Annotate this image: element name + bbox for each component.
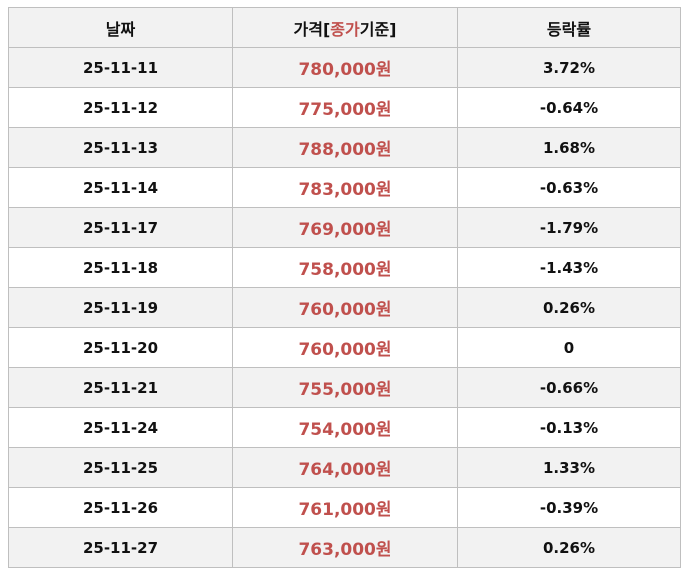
price-cell: 755,000원 [232, 367, 458, 408]
header-row: 날짜 가격[종가기준] 등락률 [8, 7, 681, 48]
date-cell: 25-11-21 [8, 367, 233, 408]
table-row: 25-11-21 755,000원 -0.66% [8, 367, 681, 408]
table-row: 25-11-24 754,000원 -0.13% [8, 407, 681, 448]
date-cell: 25-11-19 [8, 287, 233, 328]
header-cell: 등락률 [457, 7, 681, 48]
change-cell: -0.66% [457, 367, 681, 408]
date-cell: 25-11-12 [8, 87, 233, 128]
table-row: 25-11-25 764,000원 1.33% [8, 447, 681, 488]
change-cell: -1.79% [457, 207, 681, 248]
date-cell: 25-11-24 [8, 407, 233, 448]
table-body: 25-11-11 780,000원 3.72% 25-11-12 775,000원 -0.… [8, 47, 681, 568]
change-cell: -0.64% [457, 87, 681, 128]
header-highlight: 종가 [330, 19, 360, 39]
header-cell: 날짜 [8, 7, 233, 48]
date-cell: 25-11-18 [8, 247, 233, 288]
change-cell: 1.68% [457, 127, 681, 168]
date-cell: 25-11-13 [8, 127, 233, 168]
header-text: 가격[ [293, 19, 331, 39]
table-row: 25-11-12 775,000원 -0.64% [8, 87, 681, 128]
date-cell: 25-11-26 [8, 487, 233, 528]
price-cell: 788,000원 [232, 127, 458, 168]
date-cell: 25-11-27 [8, 527, 233, 568]
table-row: 25-11-20 760,000원 0 [8, 327, 681, 368]
header-text: 기준] [359, 19, 397, 39]
table-row: 25-11-18 758,000원 -1.43% [8, 247, 681, 288]
table-row: 25-11-27 763,000원 0.26% [8, 527, 681, 568]
date-cell: 25-11-17 [8, 207, 233, 248]
header-cell: 가격[종가기준] [232, 7, 458, 48]
price-cell: 758,000원 [232, 247, 458, 288]
price-cell: 760,000원 [232, 287, 458, 328]
table-row: 25-11-11 780,000원 3.72% [8, 47, 681, 88]
date-cell: 25-11-25 [8, 447, 233, 488]
change-cell: -1.43% [457, 247, 681, 288]
price-cell: 760,000원 [232, 327, 458, 368]
table-row: 25-11-13 788,000원 1.68% [8, 127, 681, 168]
date-cell: 25-11-11 [8, 47, 233, 88]
table-row: 25-11-26 761,000원 -0.39% [8, 487, 681, 528]
price-table: 날짜 가격[종가기준] 등락률 25-11-11 780,000원 3.72% 25-… [8, 7, 681, 568]
change-cell: 0.26% [457, 527, 681, 568]
price-cell: 775,000원 [232, 87, 458, 128]
date-cell: 25-11-14 [8, 167, 233, 208]
price-cell: 754,000원 [232, 407, 458, 448]
change-cell: 3.72% [457, 47, 681, 88]
price-cell: 783,000원 [232, 167, 458, 208]
price-cell: 763,000원 [232, 527, 458, 568]
table-row: 25-11-14 783,000원 -0.63% [8, 167, 681, 208]
change-cell: 1.33% [457, 447, 681, 488]
change-cell: -0.63% [457, 167, 681, 208]
table-row: 25-11-17 769,000원 -1.79% [8, 207, 681, 248]
price-cell: 769,000원 [232, 207, 458, 248]
change-cell: 0.26% [457, 287, 681, 328]
price-cell: 780,000원 [232, 47, 458, 88]
price-cell: 761,000원 [232, 487, 458, 528]
price-cell: 764,000원 [232, 447, 458, 488]
change-cell: -0.39% [457, 487, 681, 528]
table-row: 25-11-19 760,000원 0.26% [8, 287, 681, 328]
change-cell: -0.13% [457, 407, 681, 448]
change-cell: 0 [457, 327, 681, 368]
date-cell: 25-11-20 [8, 327, 233, 368]
